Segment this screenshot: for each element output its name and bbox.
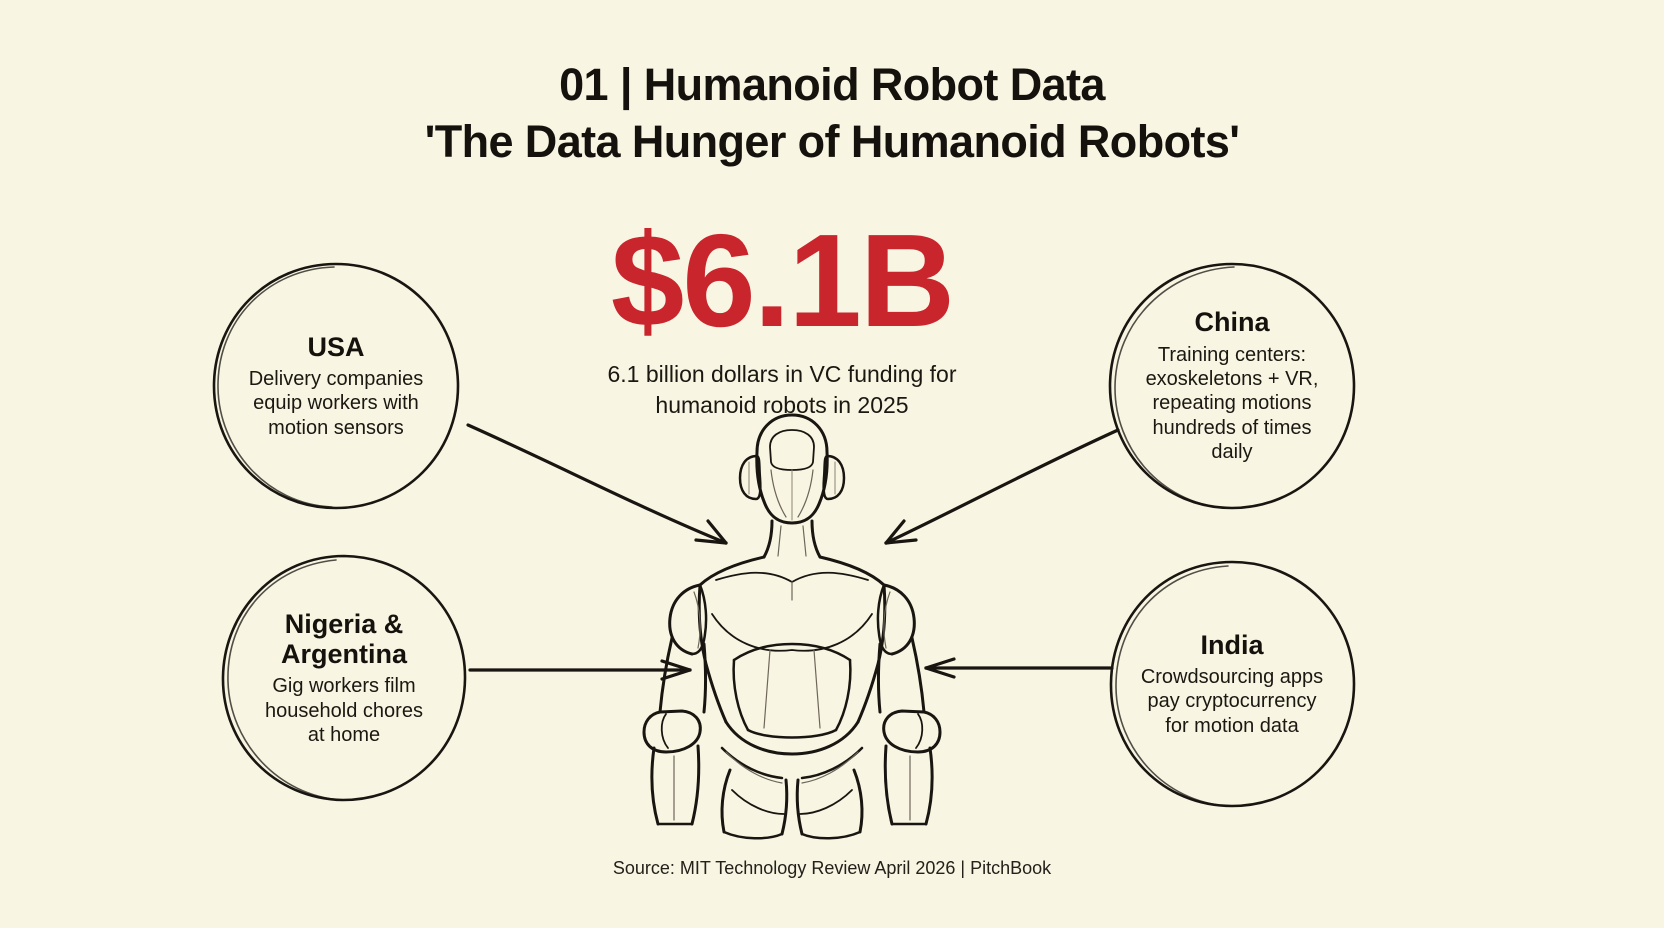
node-nigeria-argentina-title-line-2: Argentina [280, 638, 407, 669]
node-usa-desc-line-1: Delivery companies [248, 368, 424, 391]
stat-caption-line-2: humanoid robots in 2025 [655, 392, 909, 419]
node-india-desc-line-1: Crowdsourcing apps [1140, 666, 1324, 689]
node-china-desc-line-2: exoskeletons + VR, [1145, 368, 1319, 391]
arrow-india-to-robot [924, 657, 1114, 679]
node-nigeria-argentina-description: Gig workers film household chores at hom… [265, 674, 423, 747]
headline-stat: $6.1B 6.1 billion dollars in VC funding … [532, 215, 1032, 421]
node-nigeria-argentina-title-line-1: Nigeria & [284, 608, 404, 639]
arrow-nigeria-to-robot [468, 659, 692, 681]
source-credit: Source: MIT Technology Review April 2026… [612, 858, 1052, 878]
node-nigeria-argentina[interactable]: Nigeria & Argentina Gig workers film hou… [216, 550, 472, 806]
node-china-desc-line-4: hundreds of times [1152, 416, 1312, 439]
node-india-description: Crowdsourcing apps pay cryptocurrency fo… [1141, 665, 1323, 738]
node-nigeria-argentina-desc-line-3: at home [307, 723, 381, 746]
node-china-desc-line-1: Training centers: [1157, 343, 1307, 366]
node-nigeria-argentina-desc-line-1: Gig workers film [272, 675, 416, 698]
node-usa[interactable]: USA Delivery companies equip workers wit… [208, 258, 464, 514]
node-china-description: Training centers: exoskeletons + VR, rep… [1146, 343, 1319, 465]
arrow-usa-to-robot [466, 423, 728, 545]
node-china-title: China [1194, 307, 1270, 338]
node-india[interactable]: India Crowdsourcing apps pay cryptocurre… [1104, 556, 1360, 812]
node-china-desc-line-5: daily [1211, 441, 1253, 464]
node-usa-description: Delivery companies equip workers with mo… [249, 367, 424, 440]
arrow-china-to-robot [884, 428, 1120, 545]
title-line-1: 01 | Humanoid Robot Data [559, 59, 1105, 110]
node-china-desc-line-3: repeating motions [1152, 392, 1312, 415]
node-usa-desc-line-2: equip workers with [253, 392, 419, 415]
humanoid-robot-sketch [642, 413, 942, 840]
node-usa-desc-line-3: motion sensors [268, 416, 404, 439]
node-india-desc-line-3: for motion data [1165, 714, 1299, 737]
node-india-title: India [1200, 629, 1264, 660]
stat-caption: 6.1 billion dollars in VC funding for hu… [532, 359, 1032, 421]
stat-caption-line-1: 6.1 billion dollars in VC funding for [607, 361, 957, 387]
node-usa-title: USA [307, 331, 365, 362]
node-china[interactable]: China Training centers: exoskeletons + V… [1104, 258, 1360, 514]
stat-figure: $6.1B [610, 207, 955, 354]
node-nigeria-argentina-desc-line-2: household chores [265, 699, 423, 722]
page-title: 01 | Humanoid Robot Data 'The Data Hunge… [0, 58, 1664, 168]
node-india-desc-line-2: pay cryptocurrency [1147, 690, 1317, 713]
title-line-2: 'The Data Hunger of Humanoid Robots' [424, 116, 1240, 168]
node-nigeria-argentina-title: Nigeria & Argentina [281, 609, 407, 669]
